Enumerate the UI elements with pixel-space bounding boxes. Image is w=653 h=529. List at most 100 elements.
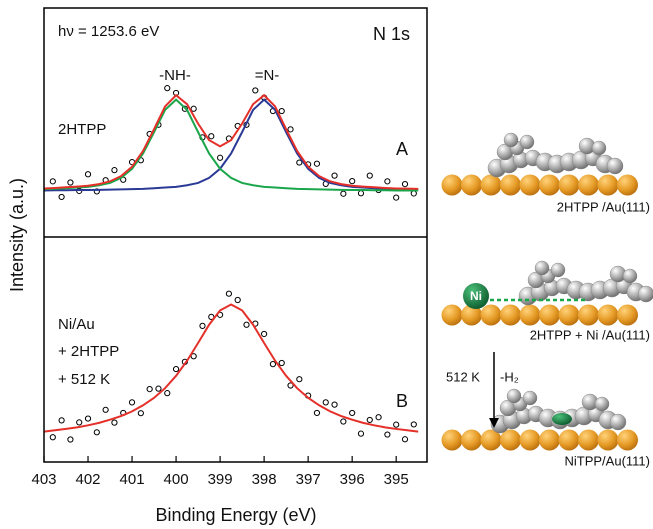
molecule-atom [534,260,550,276]
data-point [261,330,268,338]
molecule-atom [506,388,522,404]
surface-atom [461,174,482,196]
step-label: -H₂ [500,369,519,384]
fit-curve [43,93,419,190]
data-point [340,418,347,425]
caption: NiTPP/Au(111) [565,453,651,468]
data-point [67,436,74,443]
data-point [357,190,365,197]
molecule-atom [550,262,566,278]
surface-atom [578,174,599,196]
molecule-atom [591,140,607,156]
data-point [190,353,197,360]
data-point [296,159,303,166]
surface-atom [461,429,482,451]
surface-atom [480,304,502,326]
x-tick-label: 402 [76,471,101,488]
data-point [84,415,92,422]
surface-atom [539,174,560,196]
x-tick-label: 396 [340,471,365,488]
x-tick-label: 399 [208,471,233,488]
molecule-atom [594,396,610,412]
data-point [164,85,171,92]
data-point [357,430,365,437]
surface-atom [597,429,619,451]
molecule-atom [606,157,624,175]
surface-atom [519,304,541,326]
data-point [287,382,294,389]
data-point [58,417,65,424]
surface-atom [519,174,541,196]
x-tick-label: 395 [384,471,409,488]
surface-atom [539,429,560,451]
surface-atom [500,429,521,451]
annotation: hν = 1253.6 eV [58,23,159,40]
annotation: 2HTPP [58,121,106,138]
data-point [401,436,409,443]
data-point [216,154,224,161]
data-point [410,421,417,428]
data-point [296,376,303,383]
fit-curve [43,98,419,192]
data-point [111,167,118,174]
molecule-atom [622,268,638,284]
surface-atom [500,174,521,196]
caption: 2HTPP + Ni /Au(111) [530,327,650,342]
data-point [269,361,277,368]
data-point [102,406,109,413]
surface-atom [558,304,580,326]
annotation: N 1s [373,24,410,44]
annotation: + 2HTPP [58,343,119,360]
fit-curve [43,303,419,433]
data-point [322,399,329,406]
fit-curve [43,98,419,192]
data-point [331,172,338,179]
surface-atom [539,304,560,326]
data-point [234,296,241,304]
x-tick-label: 398 [252,471,277,488]
caption: 2HTPP /Au(111) [557,199,650,214]
data-point [331,401,338,408]
surface-atom [461,304,482,326]
ni-center [552,413,572,425]
data-point [410,190,417,197]
surface-atom [617,429,638,451]
surface-atom [578,429,599,451]
data-point [93,429,100,436]
data-point [49,434,56,441]
data-point [287,126,294,133]
atom-label: Ni [470,289,482,303]
surface-atom [558,429,580,451]
data-point [366,416,373,424]
data-point [313,160,321,167]
data-point [84,171,92,178]
data-point [172,365,180,373]
data-point [349,409,356,417]
surface-atom [480,174,502,196]
x-tick-label: 397 [296,471,321,488]
ni-atom [463,283,489,309]
x-axis-label: Binding Energy (eV) [155,505,316,525]
x-tick-label: 403 [31,471,56,488]
data-point [225,290,232,297]
molecule-atom [503,132,519,148]
surface-atom [480,429,502,451]
x-tick-label: 400 [164,471,189,488]
data-point [384,178,391,185]
surface-atom [597,174,619,196]
peak-label: -NH- [159,67,191,84]
data-point [128,399,136,406]
molecule-atom [637,285,653,303]
data-point [313,409,321,417]
y-axis-label: Intensity (a.u.) [7,178,27,292]
data-point [384,431,391,438]
data-point [349,178,356,185]
data-point [401,181,409,188]
surface-atom [558,174,580,196]
annotation: + 512 K [58,371,110,388]
surface-atom [519,429,541,451]
illustration [441,132,653,451]
data-point [393,421,400,428]
